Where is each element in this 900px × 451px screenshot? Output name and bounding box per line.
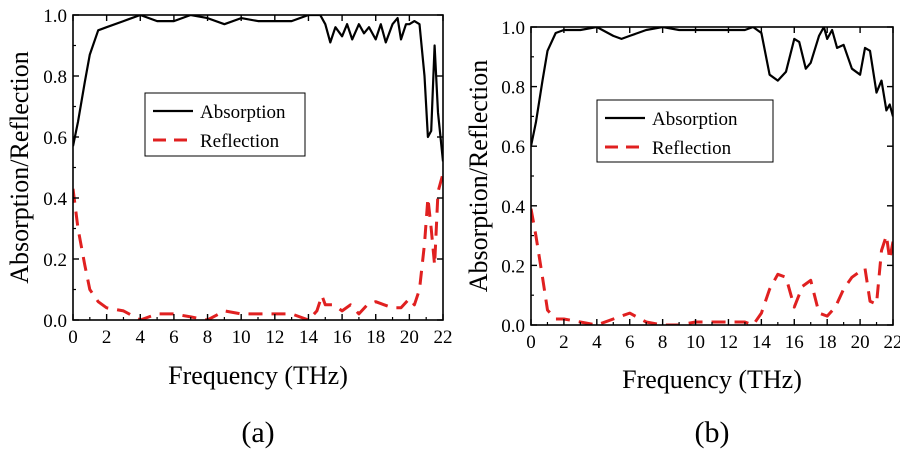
x-tick-label: 2 [102,327,112,348]
x-tick-label: 4 [136,327,146,348]
series-line-absorption [73,15,443,162]
y-tick-label: 0.4 [501,197,525,218]
legend-label-reflection: Reflection [200,131,280,152]
legend-label-reflection: Reflection [652,138,732,159]
y-tick-label: 1.0 [501,18,525,39]
y-tick-label: 0.0 [501,316,525,337]
x-tick-label: 8 [658,332,668,353]
y-tick-label: 0.6 [43,128,67,149]
y-tick-label: 0.6 [501,137,525,158]
x-tick-label: 10 [232,327,251,348]
y-tick-label: 1.0 [43,6,67,27]
y-tick-label: 0.2 [501,256,525,277]
x-tick-label: 0 [68,327,78,348]
x-tick-label: 8 [203,327,213,348]
x-tick-label: 12 [719,332,738,353]
legend-box [144,92,306,157]
series-line-reflection [531,208,893,325]
plot-frame [72,14,444,321]
x-axis-title: Frequency (THz) [622,365,802,394]
x-tick-label: 18 [366,327,385,348]
legend: Absorption Reflection [596,99,774,163]
y-axis-title: Absorption/Reflection [5,51,34,284]
y-tick-label: 0.8 [501,78,525,99]
series-line-reflection [73,173,443,320]
y-tick-label: 0.8 [43,67,67,88]
legend-label-absorption: Absorption [200,102,286,123]
legend: Absorption Reflection [144,92,306,157]
legend-label-absorption: Absorption [652,109,738,130]
x-tick-label: 10 [686,332,705,353]
panel-label: (b) [695,416,730,449]
x-tick-label: 22 [884,332,900,353]
y-axis-title: Absorption/Reflection [464,60,493,293]
x-tick-label: 4 [592,332,602,353]
x-tick-label: 6 [625,332,635,353]
x-tick-label: 18 [818,332,837,353]
x-tick-label: 16 [333,327,352,348]
x-tick-label: 14 [752,332,772,353]
legend-box [596,99,774,163]
x-tick-label: 6 [169,327,179,348]
x-tick-label: 0 [526,332,536,353]
panel-label: (a) [241,416,274,449]
x-tick-label: 20 [851,332,870,353]
chart-panel-b: 0 2 4 6 8 10 12 14 16 18 20 22 0.0 0.2 0.4 0.6 0.8 1.0 Fre… [464,18,900,449]
y-tick-label: 0.2 [43,250,67,271]
x-tick-label: 14 [299,327,319,348]
x-tick-label: 12 [265,327,284,348]
y-tick-label: 0.4 [43,189,67,210]
x-tick-label: 2 [559,332,569,353]
chart-panel-a: 0 2 4 6 8 10 12 14 16 18 20 22 0.0 0.2 0.4 0.6 0.8 1.0 Fre… [5,6,453,449]
x-tick-label: 22 [434,327,453,348]
y-tick-label: 0.0 [43,311,67,332]
x-axis-title: Frequency (THz) [168,361,348,390]
x-tick-label: 16 [785,332,804,353]
plot-frame [530,26,894,326]
x-tick-label: 20 [400,327,419,348]
